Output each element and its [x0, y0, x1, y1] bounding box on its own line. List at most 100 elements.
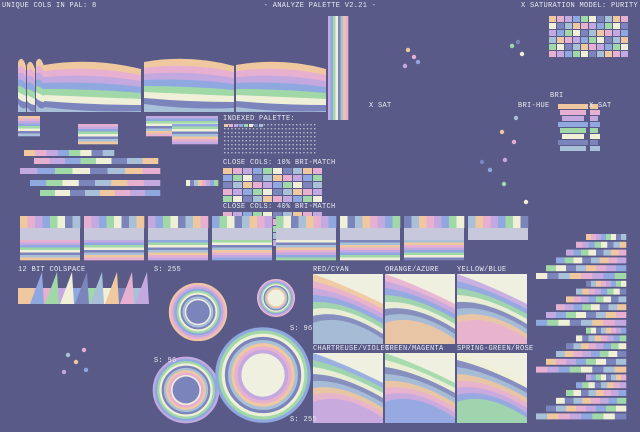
right-stack — [606, 265, 617, 272]
tile-stack — [340, 247, 400, 251]
tile-stack — [276, 247, 336, 251]
scatter-dot — [81, 347, 87, 353]
close-col — [293, 175, 302, 181]
wave-panel — [44, 101, 141, 112]
sat-bar — [590, 104, 598, 109]
right-stack — [569, 273, 582, 279]
right-stack — [596, 343, 604, 350]
tile — [27, 216, 36, 228]
tile — [362, 216, 371, 228]
grid-swatch — [597, 37, 604, 43]
ring — [257, 279, 295, 317]
grid-swatch — [605, 44, 612, 50]
right-stack — [601, 327, 607, 334]
tile — [520, 216, 529, 228]
ring — [218, 330, 308, 420]
grid-swatch — [605, 23, 612, 29]
index-dot — [292, 152, 294, 154]
scatter-dot — [65, 352, 71, 358]
tile-stack — [276, 240, 336, 243]
stripe-row — [90, 168, 108, 174]
index-dot — [252, 124, 255, 126]
close-col — [313, 168, 322, 174]
right-stack — [586, 312, 597, 318]
index-dot — [260, 140, 262, 142]
index-dot — [288, 144, 291, 146]
ring-hole — [243, 355, 283, 395]
tile-stack — [148, 255, 208, 258]
close-col — [273, 189, 282, 195]
scatter-dot — [73, 359, 79, 365]
index-dot — [299, 124, 301, 126]
stripe-row — [214, 180, 219, 186]
right-stack — [616, 358, 627, 365]
bri-bar — [558, 140, 588, 145]
stripe-row — [190, 180, 195, 186]
index-swatch — [244, 124, 248, 127]
grid-swatch — [557, 16, 564, 22]
right-stack — [603, 296, 612, 303]
index-dot — [252, 140, 255, 142]
right-stack — [581, 319, 593, 326]
tile — [212, 216, 220, 228]
index-dot — [303, 132, 305, 134]
bri-strip — [340, 16, 344, 120]
hue-wedge — [457, 319, 527, 344]
bar-row — [172, 136, 218, 140]
bri-strip — [335, 16, 339, 120]
right-stack — [573, 390, 582, 396]
tile-stack — [84, 242, 144, 246]
scatter-dot — [501, 181, 507, 187]
index-dot — [292, 144, 294, 146]
index-dot — [281, 128, 283, 130]
index-dot — [245, 148, 247, 150]
index-dot — [285, 132, 287, 134]
index-dot — [231, 132, 233, 134]
right-stack — [566, 249, 574, 256]
right-stack — [581, 343, 589, 350]
right-stack — [591, 397, 601, 404]
right-stack — [617, 257, 627, 264]
bar-row — [18, 128, 40, 132]
tile — [114, 216, 122, 228]
colspace-spike — [30, 272, 44, 304]
index-dot — [278, 152, 280, 154]
bar-row — [78, 129, 118, 132]
tile-stack — [276, 257, 336, 261]
index-dot — [278, 140, 280, 142]
right-stack — [556, 265, 567, 272]
right-stack — [576, 335, 583, 342]
index-dot — [245, 152, 247, 154]
close-col — [253, 168, 262, 174]
index-dot — [285, 124, 287, 126]
tile — [20, 216, 28, 228]
index-dot — [314, 128, 316, 130]
index-dot — [278, 124, 280, 126]
tile-base — [148, 228, 208, 240]
tile-base — [404, 228, 464, 240]
index-swatch — [259, 124, 263, 127]
close-col — [313, 182, 322, 188]
tile-stack — [84, 257, 144, 261]
ring — [237, 349, 289, 401]
close-col — [303, 175, 312, 181]
bar-row — [146, 116, 218, 119]
index-dot — [256, 148, 258, 150]
bri-strip — [345, 16, 349, 120]
index-dot — [263, 152, 265, 154]
right-stack — [603, 366, 616, 373]
label: S: 255 — [154, 266, 181, 274]
close-col — [243, 196, 252, 202]
right-stack — [619, 241, 627, 248]
tile — [490, 216, 499, 228]
unique-cols: UNIQUE COLS IN PAL: 8 — [2, 2, 97, 10]
index-dot — [267, 124, 269, 126]
tile-stack — [20, 252, 80, 256]
hue-wedge — [385, 398, 455, 423]
right-stack — [592, 413, 604, 420]
index-dot — [238, 132, 240, 134]
tile — [42, 216, 51, 228]
index-swatch — [254, 124, 258, 127]
bri-strip — [343, 16, 346, 120]
label: BRI-HUE — [518, 102, 550, 110]
